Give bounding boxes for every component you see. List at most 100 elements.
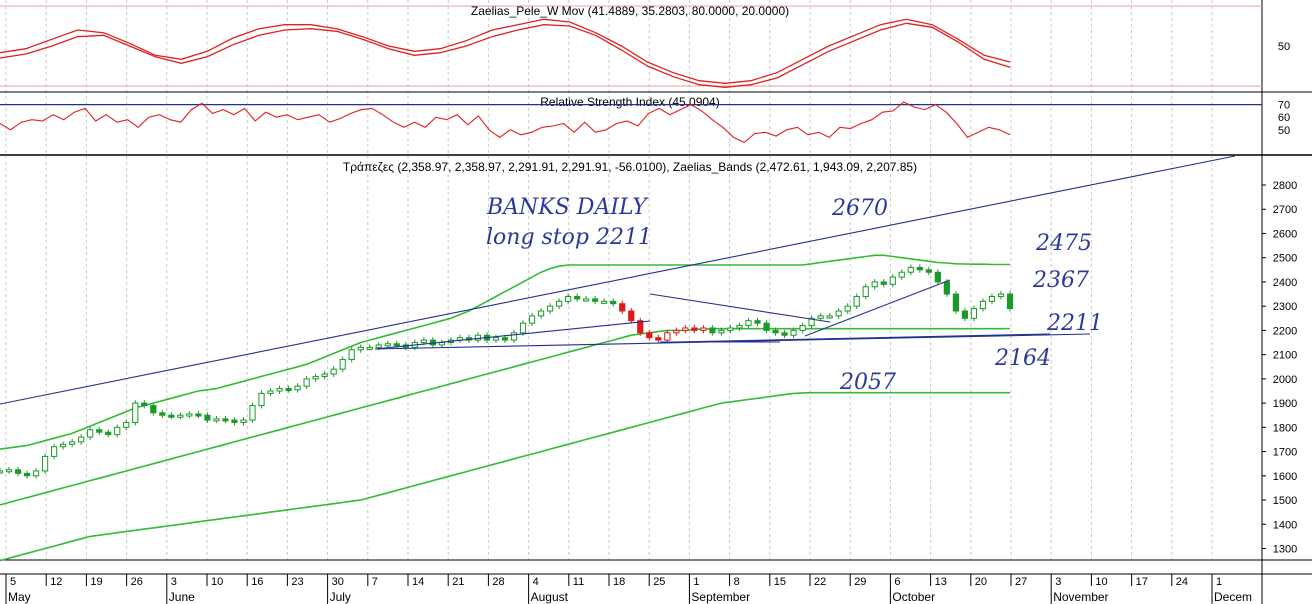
y-tick-label: 2000 xyxy=(1273,374,1297,386)
candle-body xyxy=(474,334,482,341)
candle-body xyxy=(231,419,238,423)
candle-body xyxy=(817,315,824,319)
y-tick-label: 1600 xyxy=(1273,471,1297,483)
month-label: September xyxy=(691,590,750,604)
annotation-2057: 2057 xyxy=(839,370,896,395)
candle-body xyxy=(943,281,950,295)
price-panel xyxy=(0,254,1014,562)
oscillator-panel xyxy=(0,5,1262,88)
x-tick-label: 29 xyxy=(854,576,866,588)
candle-body xyxy=(925,269,932,273)
candle-body xyxy=(655,337,662,341)
y-tick-label: 2100 xyxy=(1273,350,1297,362)
candle-body xyxy=(150,405,157,414)
annotation-2164: 2164 xyxy=(994,346,1051,371)
candle-body xyxy=(754,320,761,324)
candle-body xyxy=(574,295,581,300)
candle-body xyxy=(718,329,725,334)
candle-body xyxy=(69,441,76,445)
candle-body xyxy=(619,303,626,312)
rsi-panel xyxy=(0,101,1262,144)
month-label: November xyxy=(1053,590,1108,604)
candle-body xyxy=(880,281,887,285)
candle-body xyxy=(736,325,743,329)
x-tick-label: 6 xyxy=(894,576,900,588)
x-tick-label: 17 xyxy=(1136,576,1148,588)
candle-body xyxy=(592,298,599,302)
x-tick-label: 3 xyxy=(1055,576,1061,588)
candle-body xyxy=(5,469,13,473)
month-label: July xyxy=(330,590,351,604)
candle-body xyxy=(249,405,256,421)
candle-body xyxy=(727,327,734,331)
trendline xyxy=(0,155,1236,405)
y-tick-label: 1800 xyxy=(1273,422,1297,434)
x-tick-label: 1 xyxy=(1216,576,1222,588)
x-tick-label: 12 xyxy=(50,576,62,588)
candle-body xyxy=(835,310,842,317)
candle-body xyxy=(78,436,85,443)
y-tick-label: 2600 xyxy=(1273,228,1297,240)
candle-body xyxy=(637,320,644,334)
candle-body xyxy=(528,315,536,324)
grid xyxy=(5,0,1213,560)
candle-body xyxy=(330,368,337,375)
candle-body xyxy=(934,271,941,283)
candle-body xyxy=(970,308,978,319)
candle-body xyxy=(294,385,301,391)
candle-body xyxy=(240,419,247,423)
candle-body xyxy=(258,392,265,407)
y-tick-label: 1300 xyxy=(1273,544,1297,556)
y-tick-label: 2700 xyxy=(1273,204,1297,216)
x-tick-label: 22 xyxy=(814,576,826,588)
x-tick-label: 13 xyxy=(935,576,947,588)
candle-body xyxy=(997,293,1005,297)
rsi-line xyxy=(0,101,1011,144)
x-tick-label: 18 xyxy=(613,576,625,588)
trendline xyxy=(804,279,951,337)
y-tick-label: 1900 xyxy=(1273,398,1297,410)
y-tick-label: 70 xyxy=(1278,100,1290,112)
candle-body xyxy=(709,327,716,334)
candle-body xyxy=(321,373,328,377)
y-tick-label: 1700 xyxy=(1273,447,1297,459)
x-tick-label: 23 xyxy=(291,576,303,588)
candle-body xyxy=(105,431,112,436)
candle-body xyxy=(384,343,391,347)
candle-body xyxy=(673,329,680,334)
x-tick-label: 14 xyxy=(412,576,424,588)
candle-body xyxy=(862,286,869,297)
y-tick-label: 2400 xyxy=(1273,277,1297,289)
candle-body xyxy=(556,300,563,307)
candle-body xyxy=(601,300,608,304)
candle-body xyxy=(546,305,554,312)
candle-body xyxy=(646,332,653,339)
candle-body xyxy=(772,329,779,334)
candle-body xyxy=(510,332,518,341)
candle-body xyxy=(979,300,987,310)
candle-body xyxy=(420,339,427,344)
x-tick-label: 15 xyxy=(774,576,786,588)
candle-body xyxy=(32,470,40,477)
candle-body xyxy=(357,346,364,351)
month-label: May xyxy=(8,590,31,604)
candle-body xyxy=(988,295,996,302)
candle-body xyxy=(808,317,815,327)
candle-body xyxy=(583,298,590,302)
y-tick-label: 2200 xyxy=(1273,325,1297,337)
annotations: BANKS DAILY long stop 2211 2670 2475 236… xyxy=(486,195,1103,395)
x-tick-label: 28 xyxy=(492,576,504,588)
x-axis: 5 12 19 26 3 10 16 23 30 7 14 21 28 4 11 18 25 1 8 15 22 29 6 1… xyxy=(5,574,1252,604)
candle-body xyxy=(132,402,139,423)
candle-body xyxy=(195,413,202,417)
candle-body xyxy=(23,472,31,477)
candle-body xyxy=(168,414,175,418)
main-title: Τράπεζες (2,358.97, 2,358.97, 2,291.91, … xyxy=(343,160,917,174)
candle-body xyxy=(339,358,346,370)
bollinger-middle xyxy=(0,327,1011,506)
x-tick-label: 24 xyxy=(1176,576,1188,588)
candle-body xyxy=(159,412,166,416)
y-axis-labels: 5070605028002700260025002400230022002100… xyxy=(1262,41,1297,556)
annotation-2211: 2211 xyxy=(1046,311,1103,336)
